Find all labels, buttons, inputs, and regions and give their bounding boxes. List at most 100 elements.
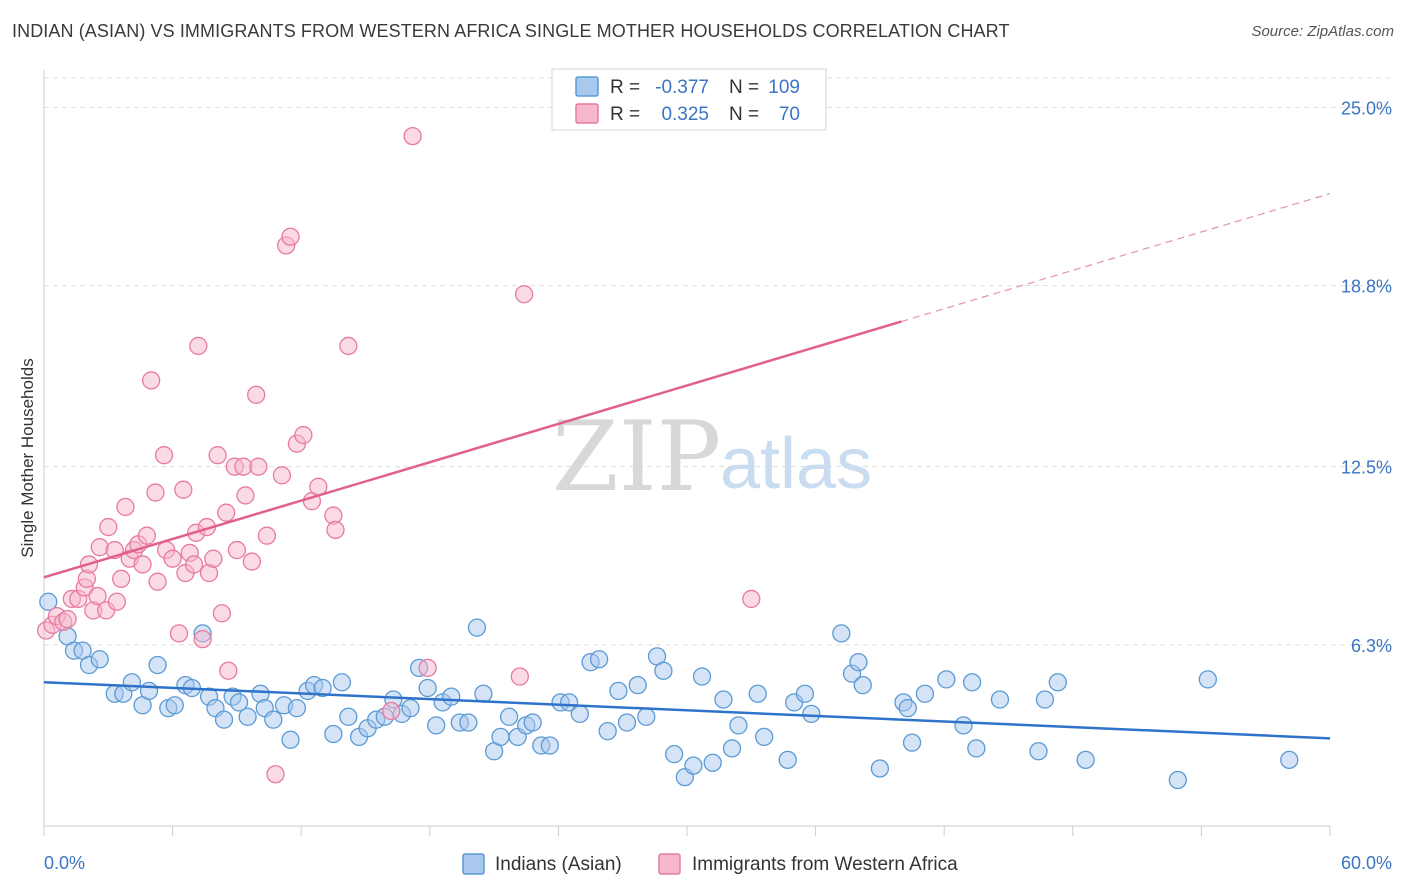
trend-line-western-africa [43, 320, 902, 579]
data-point [324, 724, 343, 744]
watermark-atlas: atlas [720, 424, 872, 504]
bottom-legend: Indians (Asian) Immigrants from Western … [462, 853, 958, 875]
data-point [609, 681, 628, 701]
data-point [227, 540, 247, 560]
data-point [902, 733, 922, 752]
x-ticks [43, 826, 1331, 836]
top-legend: R = -0.377 N = 109 R = 0.325 N = 70 [551, 68, 827, 131]
data-point [499, 707, 519, 726]
data-point [427, 716, 446, 735]
data-point [217, 503, 236, 522]
data-point [853, 675, 872, 695]
data-point [112, 569, 131, 588]
data-point [654, 661, 673, 680]
data-point [208, 446, 227, 465]
bottom-legend-swatch-blue [462, 853, 485, 875]
legend-n-label: N = [729, 77, 759, 98]
data-point [107, 592, 127, 611]
data-point [382, 701, 401, 721]
legend-r-label: R = [610, 77, 640, 98]
trend-line-indians [43, 681, 1331, 740]
data-point [617, 713, 637, 732]
data-point [442, 687, 461, 706]
data-point [540, 736, 559, 755]
data-point [169, 624, 189, 643]
data-point [795, 684, 815, 703]
data-point [249, 457, 268, 476]
data-point [163, 549, 182, 568]
legend-n-value: 109 [768, 77, 800, 98]
data-point [90, 538, 109, 557]
data-point [88, 586, 107, 606]
data-point [748, 684, 767, 703]
data-point [915, 684, 935, 703]
data-point [832, 624, 851, 643]
source-credit[interactable]: Source: ZipAtlas.com [1251, 23, 1394, 40]
data-point [1198, 670, 1217, 689]
data-point [514, 285, 534, 304]
data-point [229, 693, 249, 712]
data-point [281, 730, 300, 749]
data-point [266, 765, 285, 784]
data-point [294, 425, 313, 445]
data-point [467, 618, 487, 637]
data-point [714, 690, 733, 709]
data-point [523, 713, 542, 732]
data-point [1048, 673, 1067, 692]
bottom-legend-label-western-africa[interactable]: Immigrants from Western Africa [692, 854, 958, 875]
bottom-legend-swatch-pink [658, 853, 681, 875]
data-point [287, 698, 307, 718]
data-point [99, 517, 118, 537]
data-point [39, 592, 58, 611]
data-point [755, 727, 774, 747]
legend-swatch-blue [575, 76, 599, 97]
data-point [313, 678, 332, 698]
data-point [491, 727, 510, 747]
data-point [1168, 770, 1187, 790]
data-point [174, 480, 193, 499]
data-point [214, 710, 234, 729]
data-point [637, 707, 656, 726]
data-point [778, 750, 797, 770]
data-point [510, 667, 529, 686]
data-point [219, 661, 238, 680]
data-point [165, 696, 184, 715]
data-point [990, 690, 1010, 709]
data-point [459, 713, 478, 732]
data-point [802, 704, 821, 724]
data-point [849, 653, 868, 672]
bottom-legend-label-indians[interactable]: Indians (Asian) [495, 854, 622, 875]
data-point [137, 526, 157, 545]
data-point [559, 693, 579, 712]
data-point [403, 126, 422, 146]
data-point [870, 759, 890, 778]
legend-n-label: N = [729, 104, 759, 125]
data-point [474, 684, 493, 703]
data-point [184, 555, 204, 574]
data-point [326, 520, 345, 540]
data-point [628, 675, 647, 695]
watermark-zip: ZIP [552, 401, 721, 513]
data-point [281, 227, 300, 246]
data-point [898, 698, 917, 718]
data-point [570, 704, 589, 724]
data-point [238, 707, 257, 726]
data-point [401, 698, 420, 718]
legend-n-value: 70 [779, 104, 800, 125]
data-point [684, 756, 703, 775]
data-point [139, 681, 159, 701]
data-point [722, 739, 742, 758]
y-tick-label: 12.5% [1341, 458, 1392, 478]
data-point [264, 710, 283, 729]
data-point [1280, 750, 1299, 770]
data-point [418, 658, 437, 678]
data-point [272, 466, 292, 485]
data-point [418, 678, 437, 698]
y-tick-label: 25.0% [1341, 98, 1392, 118]
y-tick-label: 6.3% [1351, 636, 1392, 656]
data-point [154, 446, 174, 465]
legend-swatch-pink [575, 103, 599, 124]
data-point [954, 716, 973, 735]
x-tick-label-min: 0.0% [44, 853, 85, 873]
